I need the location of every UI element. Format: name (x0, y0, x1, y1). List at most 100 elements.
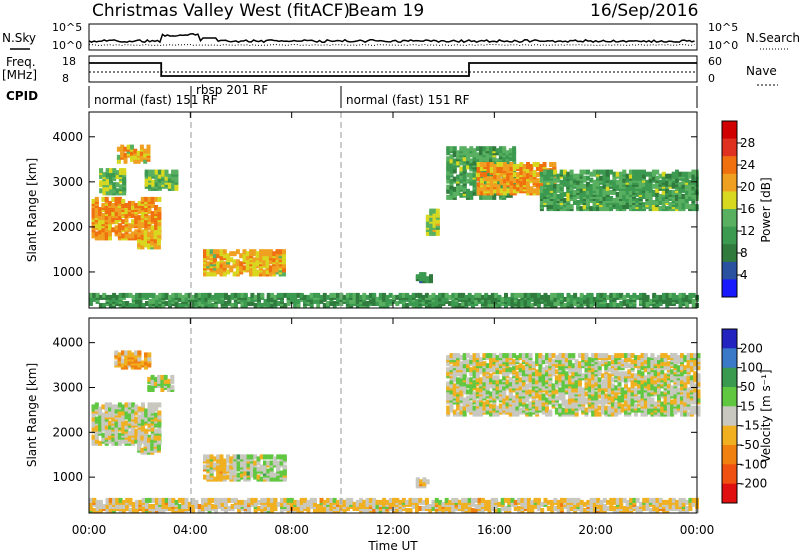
echo-cell (576, 296, 581, 302)
echo-cell (602, 191, 607, 197)
echo-cell (479, 146, 484, 152)
echo-cell (542, 162, 547, 167)
echo-cell (602, 169, 607, 175)
echo-cell (568, 375, 573, 381)
echo-cell (532, 162, 537, 167)
echo-cell (508, 353, 513, 359)
echo-cell (253, 294, 258, 300)
echo-cell (462, 353, 467, 359)
echo-cell (243, 454, 248, 460)
echo-cell (625, 303, 630, 308)
echo-cell (595, 206, 600, 212)
echo-cell (653, 385, 658, 391)
echo-cell (577, 405, 582, 411)
echo-cell (461, 292, 466, 298)
echo-cell (147, 447, 151, 453)
echo-cell (688, 191, 693, 197)
echo-cell (483, 176, 488, 182)
echo-cell (472, 395, 477, 401)
echo-cell (452, 186, 457, 192)
echo-cell (533, 292, 538, 298)
echo-cell (586, 301, 591, 306)
echo-cell (502, 397, 507, 403)
echo-cell (372, 292, 377, 298)
echo-cell (279, 454, 284, 460)
echo-cell (485, 399, 490, 405)
echo-cell (541, 405, 546, 411)
echo-cell (647, 391, 652, 397)
echo-cell (543, 175, 548, 181)
echo-cell (245, 259, 250, 265)
echo-cell (266, 301, 271, 306)
echo-cell (584, 353, 589, 359)
echo-cell (637, 355, 642, 361)
echo-cell (681, 194, 686, 199)
echo-cell (469, 172, 474, 178)
echo-cell (203, 249, 207, 255)
echo-cell (117, 223, 122, 229)
echo-cell (591, 411, 596, 417)
echo-cell (506, 164, 511, 169)
echo-cell (118, 184, 123, 190)
echo-cell (628, 196, 633, 201)
echo-cell (449, 365, 454, 371)
echo-cell (510, 292, 515, 298)
echo-cell (628, 169, 633, 175)
echo-cell (207, 292, 212, 298)
echo-cell (456, 387, 461, 393)
echo-cell (168, 301, 172, 306)
echo-cell (589, 183, 594, 189)
echo-cell (615, 292, 620, 298)
echo-cell (482, 401, 487, 407)
echo-cell (137, 428, 142, 434)
freq-label-line1: Freq. (6, 55, 36, 69)
echo-cell (521, 405, 526, 411)
echo-cell (651, 169, 656, 175)
echo-cell (111, 412, 116, 418)
echo-cell (539, 177, 544, 183)
echo-cell (117, 352, 122, 358)
echo-cell (517, 303, 522, 308)
echo-cell (459, 184, 464, 190)
echo-cell (388, 298, 393, 304)
echo-cell (222, 271, 227, 277)
echo-cell (270, 292, 275, 298)
echo-cell (289, 296, 294, 302)
echo-cell (549, 169, 554, 175)
echo-cell (535, 391, 540, 397)
echo-cell (112, 182, 117, 188)
echo-cell (472, 156, 477, 162)
echo-cell (479, 357, 484, 363)
echo-cell (482, 405, 487, 411)
echo-cell (632, 169, 637, 175)
echo-cell (492, 389, 497, 395)
echo-cell (117, 196, 122, 202)
echo-cell (638, 189, 643, 195)
echo-cell (114, 404, 119, 410)
echo-cell (612, 301, 617, 306)
echo-cell (296, 298, 301, 304)
echo-cell (469, 383, 474, 389)
echo-cell (147, 356, 152, 362)
echo-cell (535, 182, 540, 188)
echo-cell (589, 206, 594, 212)
echo-cell (553, 169, 558, 175)
echo-cell (512, 164, 517, 169)
echo-cell (156, 244, 161, 250)
echo-cell (619, 200, 623, 205)
echo-cell (121, 404, 126, 410)
echo-cell (610, 397, 615, 403)
echo-cell (582, 183, 587, 189)
echo-cell (569, 185, 574, 191)
echo-cell (475, 377, 480, 383)
echo-cell (95, 292, 100, 298)
echo-cell (263, 460, 267, 466)
echo-cell (652, 292, 657, 298)
echo-cell (614, 391, 619, 397)
echo-cell (520, 298, 525, 304)
echo-cell (259, 464, 264, 470)
echo-cell (512, 184, 517, 190)
echo-cell (405, 303, 410, 308)
echo-cell (564, 353, 569, 359)
echo-cell (666, 407, 671, 413)
